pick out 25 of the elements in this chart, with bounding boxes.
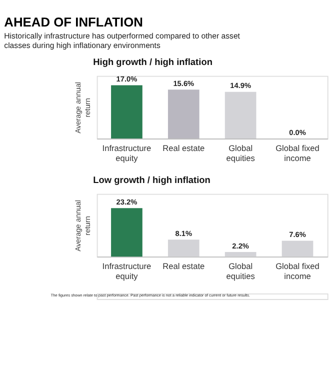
bar <box>224 252 256 257</box>
bar <box>168 240 200 257</box>
bar <box>111 208 142 257</box>
y-axis-title: Average annual return <box>74 200 92 252</box>
x-tick-label: Global equities <box>226 261 255 282</box>
x-tick-label: Global equities <box>226 143 255 164</box>
data-label: 15.6% <box>173 78 195 88</box>
x-tick-label: Real estate <box>162 261 206 272</box>
x-tick-label: Infrastructure equity <box>102 261 152 282</box>
data-label: 2.2% <box>232 241 250 250</box>
x-tick-label: Global fixed income <box>276 143 320 164</box>
x-tick-label: Infrastructure equity <box>102 143 152 164</box>
chart-title: Low growth / high inflation <box>93 174 211 185</box>
bar <box>282 240 314 257</box>
x-tick-label: Real estate <box>162 143 206 154</box>
data-label: 23.2% <box>116 197 138 206</box>
chart-title: High growth / high inflation <box>93 56 213 67</box>
y-axis-title: Average annual return <box>74 82 92 134</box>
text: AHEAD OF INFLATION <box>4 14 144 30</box>
data-label: 14.9% <box>230 81 252 90</box>
data-label: 8.1% <box>175 228 192 238</box>
x-tick-label: Global fixed income <box>276 261 320 282</box>
data-label: 17.0% <box>116 74 138 84</box>
data-label: 0.0% <box>289 128 306 137</box>
data-label: 7.6% <box>289 230 306 240</box>
